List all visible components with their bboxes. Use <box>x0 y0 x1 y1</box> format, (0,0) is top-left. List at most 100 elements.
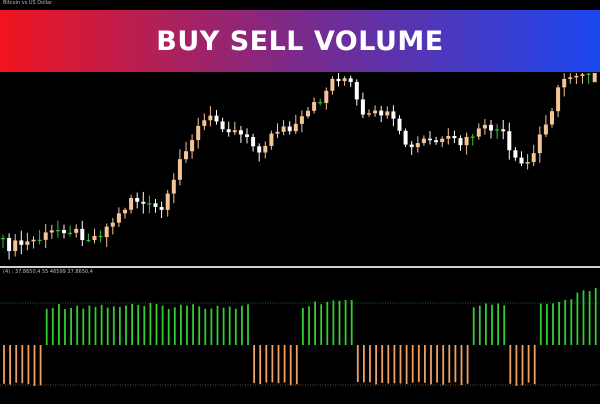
candle <box>324 87 329 110</box>
candle-body <box>318 102 323 104</box>
candle <box>403 128 408 147</box>
candle-body <box>574 75 579 78</box>
candle <box>123 207 127 219</box>
candle-body <box>129 198 134 210</box>
candle-body <box>184 151 188 160</box>
candle <box>62 224 66 239</box>
candle <box>287 121 292 135</box>
candle <box>1 234 5 248</box>
candle-body <box>330 78 335 91</box>
candle-body <box>440 138 445 143</box>
banner-background <box>0 10 600 72</box>
candle-body <box>458 138 463 146</box>
candle <box>434 136 439 145</box>
candle-body <box>348 78 353 82</box>
candle <box>25 232 30 251</box>
candle <box>391 105 396 127</box>
candle-body <box>208 115 213 121</box>
candle <box>562 73 567 97</box>
candle <box>312 97 317 114</box>
candle-body <box>190 140 195 152</box>
candle-body <box>299 116 304 124</box>
candle <box>409 141 414 155</box>
candle <box>68 225 73 237</box>
candle <box>306 107 310 119</box>
candle-body <box>391 111 396 119</box>
volume-panel <box>0 287 600 386</box>
candle <box>245 128 249 144</box>
candle-body <box>409 144 414 148</box>
candle <box>49 224 54 239</box>
candle <box>440 136 445 148</box>
candle-body <box>165 193 170 210</box>
candle-body <box>397 118 402 131</box>
candle <box>129 194 134 214</box>
candle-body <box>147 203 152 205</box>
candle-body <box>537 134 542 154</box>
candle <box>257 143 262 162</box>
candle-body <box>452 136 457 139</box>
candle-body <box>482 124 487 129</box>
candle-body <box>556 87 561 112</box>
candle <box>184 141 188 163</box>
candle <box>489 119 493 139</box>
candle <box>531 144 536 167</box>
candle <box>525 154 530 170</box>
candle <box>293 114 298 134</box>
candle-body <box>568 77 573 79</box>
candle-body <box>238 130 243 135</box>
candle-body <box>68 232 73 235</box>
candle <box>543 115 548 138</box>
candle <box>43 223 48 248</box>
candle <box>452 130 457 143</box>
candle <box>373 105 378 117</box>
candle-body <box>226 129 231 133</box>
candle <box>135 192 140 209</box>
candle <box>428 131 432 145</box>
candle <box>37 229 42 245</box>
panel-divider[interactable] <box>0 266 600 268</box>
candle-body <box>464 136 469 146</box>
candle-body <box>269 133 274 146</box>
candle <box>482 118 487 135</box>
candle <box>226 121 231 137</box>
candle <box>214 110 219 125</box>
candle <box>55 220 60 238</box>
candle-body <box>513 150 518 158</box>
candle-body <box>275 131 280 134</box>
candle <box>537 126 542 163</box>
candle-body <box>367 113 371 115</box>
candle <box>196 117 201 149</box>
candle-body <box>385 111 390 116</box>
candle <box>458 135 463 151</box>
candle-body <box>31 239 36 242</box>
candle <box>92 228 97 244</box>
banner: BUY SELL VOLUME <box>0 10 600 72</box>
candle-body <box>80 228 85 241</box>
candle-body <box>324 90 329 103</box>
candle-body <box>428 138 432 141</box>
candle <box>367 109 371 117</box>
candle <box>86 233 91 243</box>
candle <box>281 120 286 136</box>
candle-body <box>232 130 237 133</box>
candle-body <box>55 230 60 232</box>
candle-body <box>104 226 109 238</box>
candle-body <box>202 120 207 126</box>
candle <box>586 73 591 84</box>
candle-body <box>7 238 12 252</box>
candle <box>592 73 597 83</box>
candle <box>190 134 195 159</box>
candle-body <box>446 136 451 139</box>
candle-body <box>92 235 97 241</box>
candle <box>177 149 182 186</box>
candle <box>147 195 152 214</box>
candle <box>580 73 585 84</box>
candle-body <box>470 136 475 138</box>
candle <box>348 75 353 87</box>
candle <box>385 106 390 119</box>
candle <box>342 76 347 86</box>
candle <box>550 107 554 128</box>
